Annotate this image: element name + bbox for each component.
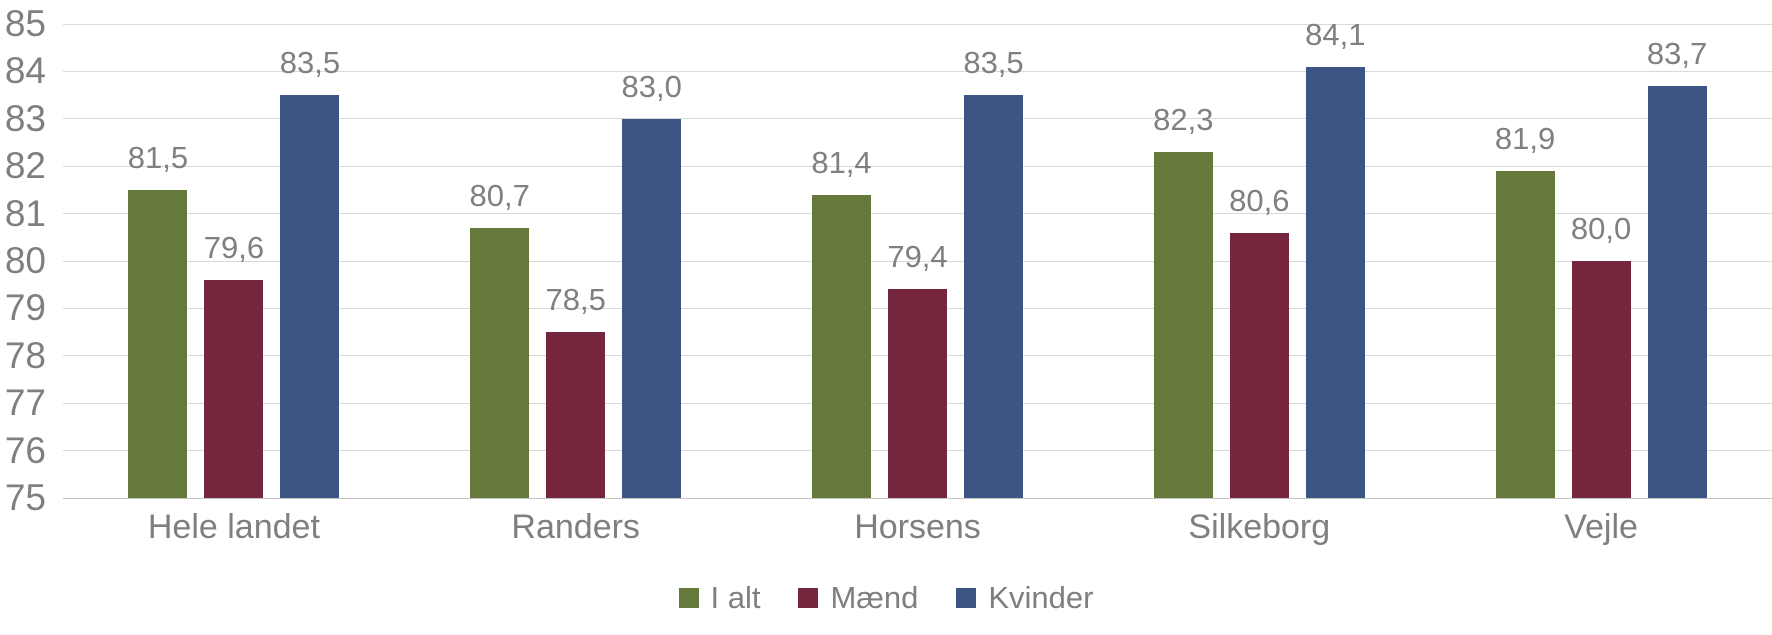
bar-value-label: 80,6	[1229, 182, 1290, 218]
legend: I alt Mænd Kvinder	[0, 578, 1772, 618]
bar-value-label: 81,4	[811, 144, 872, 180]
bar	[1647, 85, 1707, 498]
y-tick-label: 85	[4, 3, 46, 44]
bar-value-label: 82,3	[1153, 101, 1214, 137]
bar	[204, 279, 264, 498]
bar	[888, 289, 947, 498]
bar-value-label: 80,7	[469, 177, 530, 213]
bar-value-label: 83,5	[279, 45, 341, 81]
gridline	[63, 213, 1772, 215]
y-tick-label: 76	[4, 429, 46, 471]
legend-item: Kvinder	[956, 578, 1093, 618]
bar-value-label: 83,5	[963, 45, 1024, 81]
category-label: Horsens	[854, 508, 981, 546]
y-tick-label: 79	[4, 287, 46, 329]
bar	[622, 118, 682, 498]
gridline	[63, 260, 1772, 262]
bar	[546, 332, 606, 498]
bar-value-label: 81,5	[127, 139, 189, 175]
y-tick-label: 83	[4, 97, 46, 139]
bar-value-label: 83,7	[1646, 35, 1708, 71]
bar	[128, 189, 188, 498]
legend-label: Mænd	[830, 580, 919, 615]
legend-item: I alt	[678, 578, 761, 618]
bar	[812, 194, 871, 498]
category-label: Vejle	[1564, 508, 1638, 546]
bar	[1495, 170, 1555, 498]
bar-value-label: 80,0	[1570, 211, 1632, 246]
legend-swatch-icon	[798, 588, 819, 608]
y-tick-label: 75	[4, 477, 46, 518]
bar-value-label: 78,5	[545, 282, 606, 318]
gridline	[63, 70, 1772, 72]
bar	[1571, 261, 1631, 498]
category-label: Randers	[511, 508, 640, 546]
y-tick-label: 78	[4, 334, 46, 376]
y-tick-label: 82	[4, 145, 46, 187]
y-tick-label: 80	[4, 240, 46, 281]
legend-label: Kvinder	[988, 580, 1094, 615]
bar	[1153, 151, 1213, 498]
category-label: Hele landet	[147, 508, 320, 546]
bar	[280, 95, 340, 498]
legend-label: I alt	[710, 580, 761, 615]
gridline	[63, 118, 1772, 120]
y-tick-label: 77	[4, 382, 46, 424]
legend-item: Mænd	[798, 578, 918, 618]
gridline	[63, 165, 1772, 167]
bar-value-label: 79,4	[887, 239, 948, 275]
bar	[470, 227, 530, 498]
bar-value-label: 83,0	[621, 68, 682, 104]
legend-swatch-icon	[956, 588, 977, 608]
y-tick-label: 84	[4, 50, 46, 92]
bar	[1229, 232, 1289, 498]
x-axis-line	[63, 497, 1772, 499]
bar	[1305, 66, 1365, 498]
bar-value-label: 81,9	[1494, 120, 1556, 156]
legend-swatch-icon	[678, 588, 699, 608]
y-tick-label: 81	[4, 192, 46, 234]
bar-value-label: 79,6	[203, 229, 265, 265]
bar-value-label: 84,1	[1305, 16, 1366, 52]
bar	[964, 95, 1023, 498]
gridline	[63, 23, 1772, 25]
category-label: Silkeborg	[1188, 508, 1331, 546]
